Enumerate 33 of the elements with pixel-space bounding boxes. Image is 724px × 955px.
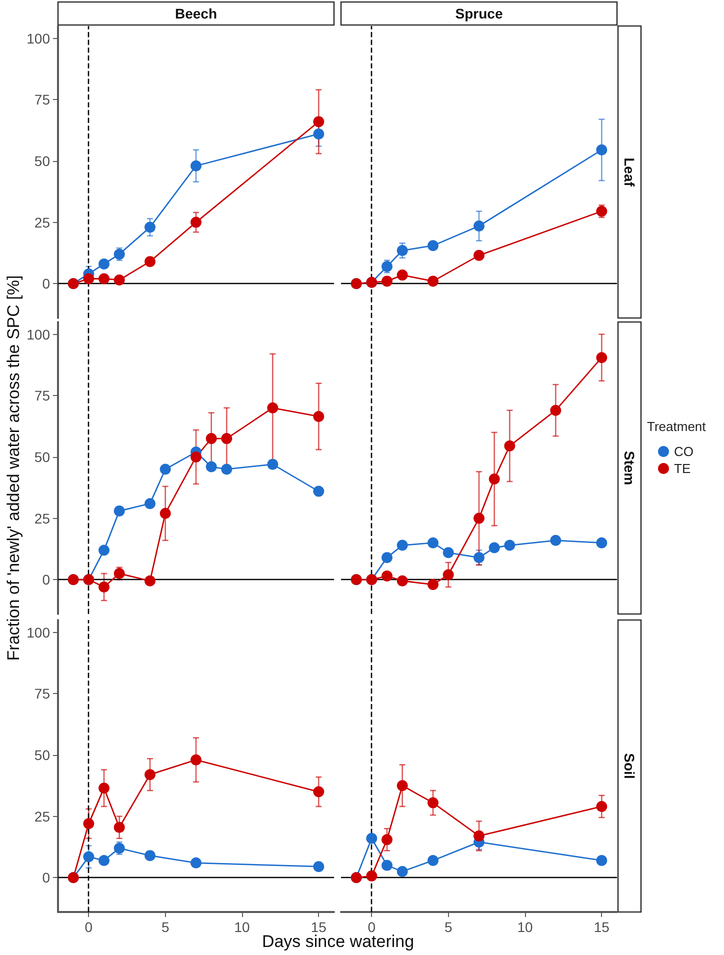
x-tick-label: 15 [310,919,327,935]
legend-label: CO [674,444,694,459]
y-tick-label: 0 [42,870,50,886]
y-tick-label: 75 [34,686,50,702]
x-tick-label: 5 [444,919,452,935]
text: Stem [622,450,638,486]
x-tick-label: 5 [161,919,170,935]
y-tick-label: 75 [34,92,50,108]
y-tick-label: 50 [34,152,50,169]
y-tick-label: 75 [34,388,50,404]
y-tick-label: 100 [26,30,50,46]
x-tick-label: 15 [594,919,610,935]
text: Soil [622,753,638,779]
y-tick-label: 0 [42,276,50,292]
chart-title: Beech [174,6,218,22]
text: Leaf [622,158,638,187]
y-tick-label: 50 [34,746,50,763]
y-tick-label: 25 [34,214,50,230]
x-tick-label: 10 [234,919,250,935]
y-tick-label: 25 [34,808,50,824]
y-tick-label: 50 [34,448,50,465]
legend-label: TE [674,461,691,476]
y-tick-label: 25 [34,510,50,526]
x-axis-title: Days since watering [262,932,414,951]
x-tick-label: 0 [84,919,93,935]
y-tick-label: 100 [26,326,50,342]
legend-title: Treatment [647,419,706,434]
y-axis-title: Fraction of 'newly' added water across the SPC [%] [3,274,24,663]
x-tick-label: 0 [368,919,376,935]
chart-title: Spruce [455,6,503,22]
y-tick-label: 0 [42,572,50,588]
y-tick-label: 100 [26,624,50,640]
x-tick-label: 10 [517,919,533,935]
